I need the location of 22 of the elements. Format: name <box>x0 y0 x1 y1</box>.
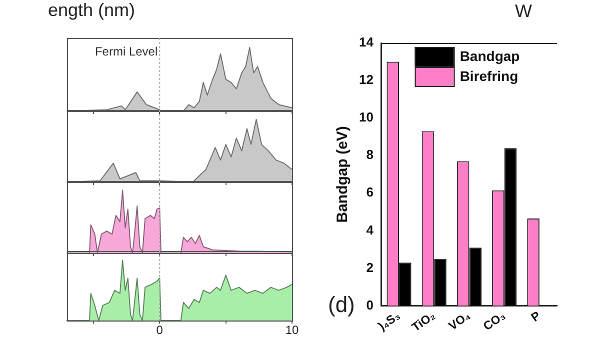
y-axis-title: Bandgap (eV) <box>334 126 352 223</box>
y-tick-label: 0 <box>366 297 374 312</box>
y-tick-label: 4 <box>366 222 374 238</box>
x-tick-label: VO₄ <box>446 308 474 334</box>
text: ength (nm) <box>48 0 136 21</box>
x-tick-label: TiO₂ <box>409 308 438 334</box>
y-tick-label: 12 <box>358 72 374 88</box>
x-tick-label: 10 <box>285 323 299 338</box>
text: (d) <box>328 292 355 318</box>
y-tick-label: 14 <box>358 34 374 50</box>
ref-line-label: Fermi Level <box>94 44 158 58</box>
text: W <box>515 1 532 22</box>
legend-label: Bandgap <box>460 48 520 64</box>
x-tick-label: P <box>528 308 544 324</box>
y-tick-label: 2 <box>366 260 374 275</box>
y-tick-label: 6 <box>366 184 374 200</box>
legend-label: Birefring <box>460 68 518 84</box>
x-tick-label: CO₃ <box>480 308 508 334</box>
x-tick-label: 0 <box>156 323 164 338</box>
y-tick-label: 10 <box>358 110 374 125</box>
x-tick-label: )₄S₃ <box>376 308 403 334</box>
y-tick-label: 8 <box>366 147 374 162</box>
